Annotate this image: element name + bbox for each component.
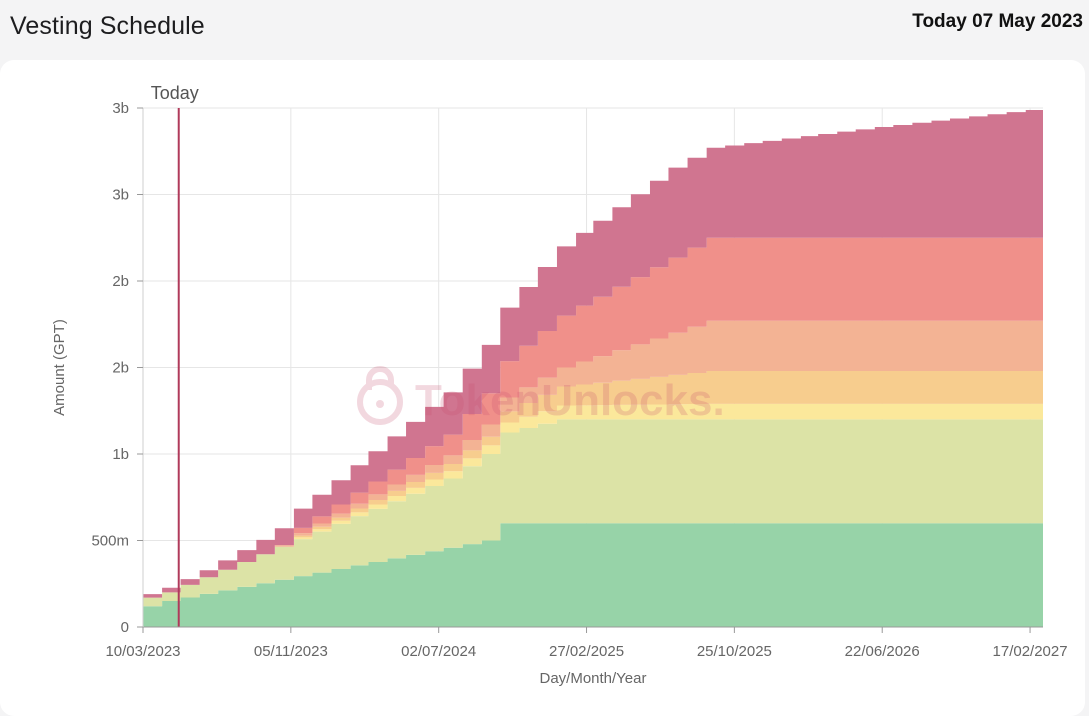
y-tick-label: 0 xyxy=(121,619,129,636)
today-date-label: Today 07 May 2023 xyxy=(912,11,1083,32)
x-tick-label: 02/07/2024 xyxy=(401,643,476,660)
area-series-4 xyxy=(143,370,1043,598)
y-tick-label: 3b xyxy=(112,187,129,204)
watermark: TokenUnlocks. xyxy=(357,366,725,425)
area-series-1 xyxy=(143,523,1043,627)
watermark-text: TokenUnlocks. xyxy=(415,376,725,425)
area-series-7 xyxy=(143,108,1043,598)
y-tick-label: 2b xyxy=(112,273,129,290)
x-tick-label: 05/11/2023 xyxy=(254,643,328,660)
y-tick-label: 500m xyxy=(91,533,129,550)
stacked-areas xyxy=(143,108,1043,627)
area-series-2 xyxy=(143,419,1043,607)
today-marker-label: Today xyxy=(151,83,199,103)
area-series-5 xyxy=(143,320,1043,598)
y-tick-label: 2b xyxy=(112,360,129,377)
y-axis-title: Amount (GPT) xyxy=(51,319,68,416)
today-marker: Today xyxy=(151,83,199,627)
x-tick-label: 10/03/2023 xyxy=(105,643,180,660)
x-tick-label: 25/10/2025 xyxy=(697,643,772,660)
page-title: Vesting Schedule xyxy=(10,12,205,40)
x-tick-label: 17/02/2027 xyxy=(993,643,1068,660)
y-tick-label: 1b xyxy=(112,446,129,463)
x-tick-label: 22/06/2026 xyxy=(845,643,920,660)
chart-card: Today 0 500m 1b 2b 2b 3b 3b 10/03/2023 05/11/202… xyxy=(0,60,1085,716)
vesting-chart: Today 0 500m 1b 2b 2b 3b 3b 10/03/2023 05/11/202… xyxy=(51,83,1068,687)
x-tick-label: 27/02/2025 xyxy=(549,643,624,660)
axes: 0 500m 1b 2b 2b 3b 3b 10/03/2023 05/11/2023 02/07… xyxy=(51,100,1068,687)
lock-icon xyxy=(357,366,403,425)
area-series-6 xyxy=(143,237,1043,598)
x-axis-title: Day/Month/Year xyxy=(539,670,646,687)
y-tick-label: 3b xyxy=(112,100,129,117)
